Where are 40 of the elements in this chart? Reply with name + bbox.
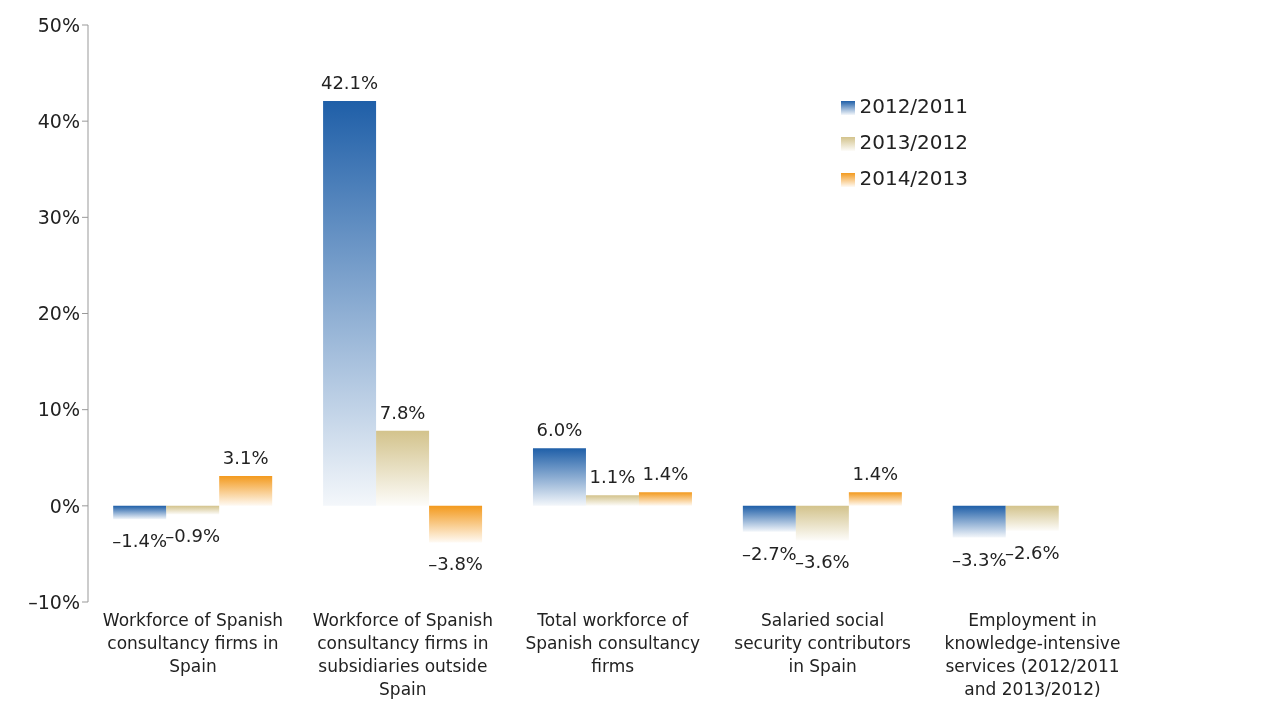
bar <box>742 505 796 532</box>
y-tick-label: 10% <box>37 398 80 421</box>
bar <box>323 100 377 506</box>
legend-label: 2013/2012 <box>859 130 968 154</box>
data-label: 42.1% <box>320 71 379 93</box>
y-tick-label: 30% <box>37 206 80 229</box>
data-label: –0.9% <box>165 525 221 547</box>
y-tick-label: 50% <box>37 13 80 36</box>
bar <box>1005 505 1059 531</box>
data-label: 3.1% <box>222 447 269 469</box>
data-label: –3.8% <box>428 553 483 575</box>
data-label: –3.3% <box>951 548 1007 570</box>
data-label: –2.7% <box>741 542 797 564</box>
bar <box>219 476 273 506</box>
data-label: 1.1% <box>589 466 636 488</box>
bar <box>638 492 692 506</box>
bar <box>848 492 902 506</box>
y-tick-label: 0% <box>49 494 80 517</box>
data-label: 6.0% <box>536 419 583 441</box>
y-tick-label: –10% <box>28 590 80 613</box>
x-tick-label: Salaried social security contributors in Spain <box>734 610 912 676</box>
bar <box>376 430 430 506</box>
legend-label: 2014/2013 <box>859 166 968 190</box>
legend-label: 2012/2011 <box>859 94 968 118</box>
y-tick-label: 20% <box>37 302 80 325</box>
y-tick-label: 40% <box>37 109 80 132</box>
bar <box>952 505 1006 538</box>
data-label: 7.8% <box>379 401 426 423</box>
bar <box>532 448 586 506</box>
data-label: 1.4% <box>642 463 689 485</box>
bar <box>113 505 167 520</box>
bar <box>585 495 639 506</box>
x-tick-label: Workforce of Spanish consultancy firms in Spain <box>102 610 284 676</box>
bar <box>429 505 483 543</box>
x-tick-label: Employment in knowledge-intensive services (2012/2011 and 2013/2012) <box>944 610 1121 699</box>
x-tick-label: Total workforce of Spanish consultancy firms <box>525 610 701 676</box>
bar <box>795 505 849 541</box>
bar <box>166 505 220 515</box>
data-label: 1.4% <box>852 463 899 485</box>
x-tick-label: Workforce of Spanish consultancy firms in subsidiaries outside Spain <box>312 610 493 699</box>
